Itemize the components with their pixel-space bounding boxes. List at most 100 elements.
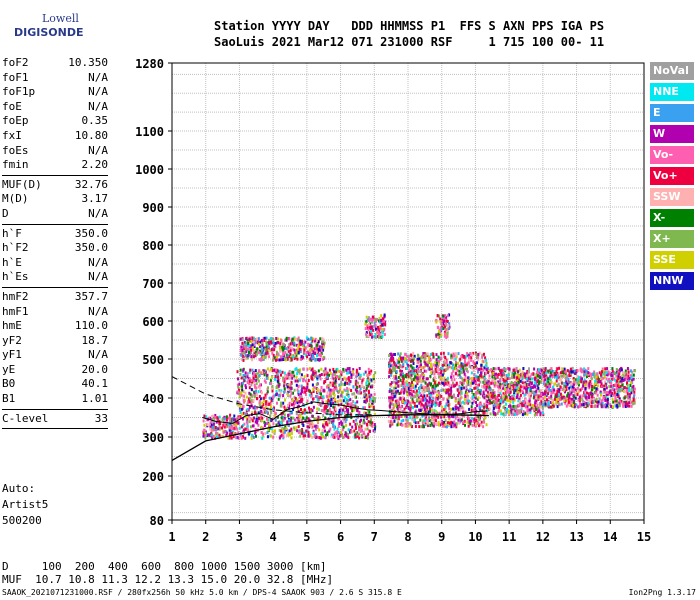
reflection-point	[259, 340, 262, 344]
reflection-point	[392, 409, 395, 413]
reflection-point	[265, 400, 268, 404]
reflection-point	[540, 405, 543, 409]
reflection-point	[304, 340, 307, 344]
reflection-point	[612, 405, 614, 409]
reflection-point	[364, 406, 366, 410]
reflection-point	[286, 421, 289, 424]
reflection-point	[471, 381, 474, 385]
reflection-point	[578, 389, 581, 393]
reflection-point	[258, 401, 261, 405]
reflection-point	[576, 378, 579, 382]
reflection-point	[363, 372, 366, 376]
reflection-point	[557, 392, 560, 396]
reflection-point	[536, 413, 539, 417]
reflection-point	[259, 383, 262, 387]
reflection-point	[590, 372, 592, 376]
reflection-point	[465, 377, 467, 381]
reflection-point	[372, 399, 375, 403]
reflection-point	[299, 378, 301, 382]
reflection-point	[232, 435, 235, 439]
reflection-point	[428, 390, 431, 394]
reflection-point	[317, 395, 320, 399]
reflection-point	[332, 367, 335, 371]
reflection-point	[396, 417, 399, 421]
reflection-point	[401, 356, 404, 360]
reflection-point	[438, 359, 441, 363]
reflection-point	[263, 420, 266, 424]
reflection-point	[373, 397, 376, 401]
reflection-point	[269, 379, 272, 383]
reflection-point	[582, 394, 585, 398]
reflection-point	[242, 374, 245, 377]
reflection-point	[610, 404, 612, 408]
reflection-point	[344, 368, 347, 372]
reflection-point	[266, 343, 269, 346]
reflection-point	[453, 395, 456, 399]
reflection-point	[254, 350, 257, 354]
reflection-point	[453, 354, 456, 358]
reflection-point	[514, 409, 517, 413]
reflection-point	[499, 377, 502, 381]
reflection-point	[581, 387, 584, 390]
reflection-point	[503, 367, 506, 370]
reflection-point	[417, 370, 420, 374]
reflection-point	[287, 403, 289, 407]
reflection-point	[512, 410, 515, 414]
reflection-point	[586, 404, 589, 408]
y-tick-label: 900	[142, 201, 164, 215]
reflection-point	[487, 366, 489, 370]
reflection-point	[406, 362, 409, 366]
reflection-point	[278, 388, 281, 392]
reflection-point	[514, 371, 517, 375]
reflection-point	[317, 407, 319, 411]
reflection-point	[433, 418, 436, 422]
reflection-point	[574, 390, 577, 394]
reflection-point	[433, 401, 436, 405]
reflection-point	[521, 377, 524, 381]
reflection-point	[466, 394, 469, 398]
reflection-point	[515, 386, 518, 390]
reflection-point	[462, 367, 465, 371]
reflection-point	[406, 366, 408, 370]
reflection-point	[364, 395, 367, 399]
reflection-point	[258, 386, 261, 390]
reflection-point	[535, 395, 538, 399]
reflection-point	[276, 369, 279, 373]
reflection-point	[316, 426, 319, 429]
reflection-point	[262, 357, 265, 361]
reflection-point	[362, 430, 365, 434]
reflection-point	[341, 408, 344, 412]
reflection-point	[622, 404, 625, 408]
reflection-point	[504, 368, 507, 371]
reflection-point	[446, 421, 449, 425]
reflection-point	[607, 405, 610, 409]
reflection-point	[481, 385, 484, 389]
reflection-point	[533, 413, 536, 417]
reflection-point	[554, 375, 557, 379]
reflection-point	[252, 436, 255, 439]
reflection-point	[432, 388, 435, 392]
reflection-point	[506, 367, 509, 370]
reflection-point	[578, 379, 581, 383]
reflection-point	[576, 386, 579, 390]
reflection-point	[251, 343, 254, 347]
reflection-point	[442, 424, 444, 428]
reflection-point	[254, 354, 257, 358]
reflection-point	[322, 357, 324, 361]
reflection-point	[597, 380, 600, 384]
reflection-point	[268, 338, 270, 342]
reflection-point	[368, 371, 371, 374]
reflection-point	[540, 369, 543, 372]
reflection-point	[465, 354, 468, 358]
reflection-point	[388, 371, 390, 374]
reflection-point	[463, 372, 466, 376]
reflection-point	[502, 392, 505, 396]
reflection-point	[288, 429, 291, 433]
reflection-point	[238, 426, 241, 430]
reflection-point	[299, 434, 302, 438]
reflection-point	[502, 384, 505, 388]
reflection-point	[290, 380, 293, 384]
reflection-point	[452, 374, 455, 378]
reflection-point	[305, 387, 308, 391]
reflection-point	[388, 390, 391, 393]
